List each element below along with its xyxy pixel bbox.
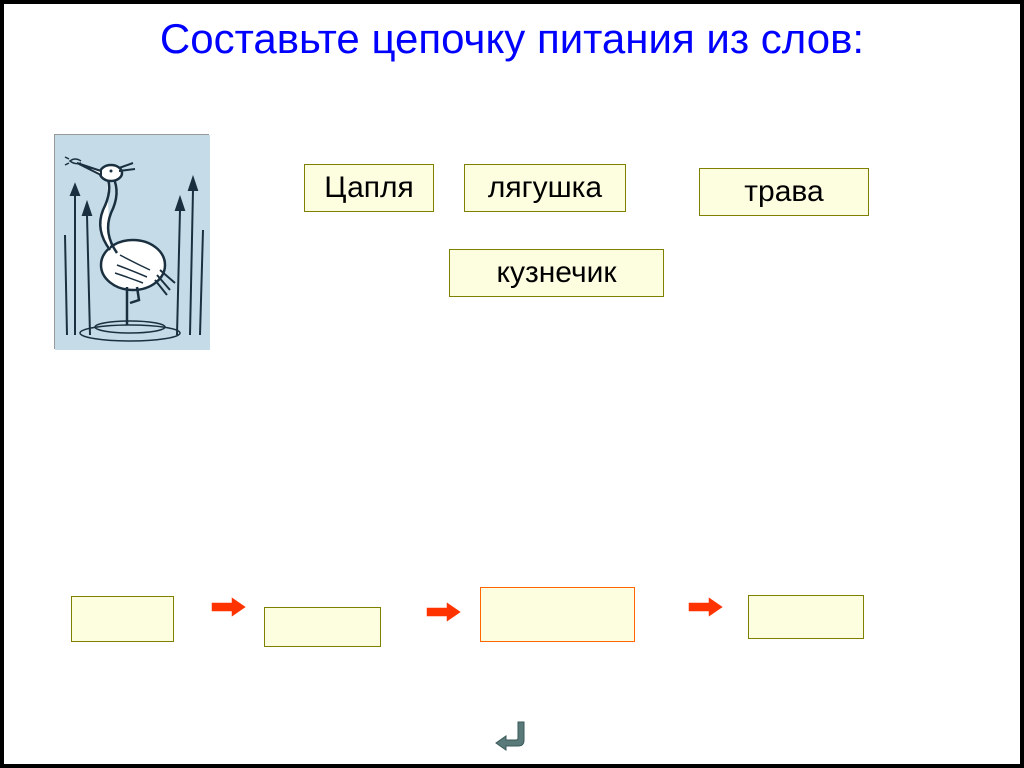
answer-slot-2[interactable]: [264, 607, 381, 647]
answer-slot-1[interactable]: [71, 596, 174, 642]
chain-arrow-3: [686, 594, 726, 625]
chain-arrow-1: [209, 594, 249, 625]
slide-title: Составьте цепочку питания из слов:: [4, 4, 1020, 64]
return-icon[interactable]: [494, 712, 534, 752]
chain-arrow-2: [424, 599, 464, 630]
answer-slot-4[interactable]: [748, 595, 864, 639]
word-box-grass[interactable]: трава: [699, 168, 869, 216]
word-box-frog[interactable]: лягушка: [464, 164, 626, 212]
heron-illustration: [54, 134, 209, 349]
word-box-heron[interactable]: Цапля: [304, 164, 434, 212]
word-box-grasshopper[interactable]: кузнечик: [449, 249, 664, 297]
answer-slot-3[interactable]: [480, 587, 635, 642]
